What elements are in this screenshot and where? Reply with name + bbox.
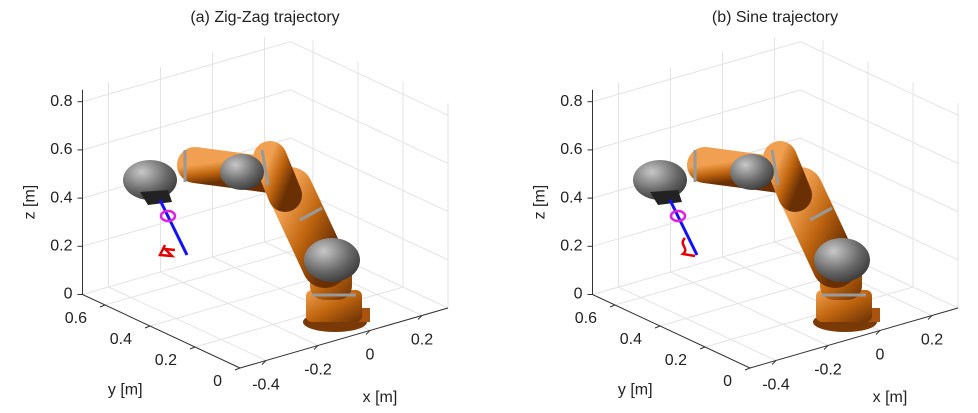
y-tick [190,347,195,349]
axes: -0.4 -0.2 0 0.2 0 0.2 0.4 0.6 0 0.2 0.4 0.6 0.8 x [m]… [22,9,448,406]
y-tick-label: 0.4 [620,331,642,348]
y-tick [655,326,660,328]
y-axis-label: y [m] [618,381,653,398]
grid-line [619,82,777,360]
z-tick-label: 0.2 [560,238,582,255]
trajectory [160,245,175,256]
x-tick-label: 0 [366,347,375,364]
z-axis-label: z [m] [22,185,39,220]
y-tick-label: 0.6 [575,310,597,327]
y-tick [145,326,150,328]
chart-title: (b) Sine trajectory [712,9,838,26]
y-tick [100,305,105,307]
y-tick [235,368,240,370]
x-tick-label: 0 [876,347,885,364]
y-axis-label: y [m] [108,381,143,398]
y-tick [745,368,750,370]
y-tick-label: 0 [723,373,732,390]
x-axis-label: x [m] [873,389,908,406]
x-tick-label: -0.2 [304,362,332,379]
axes: -0.4 -0.2 0 0.2 0 0.2 0.4 0.6 0 0.2 0.4 0.6 0.8 x [m]… [532,9,958,406]
z-tick-label: 0.2 [50,238,72,255]
x-axis-label: x [m] [363,389,398,406]
z-axis-label: z [m] [532,185,549,220]
page: -0.4 -0.2 0 0.2 0 0.2 0.4 0.6 0 0.2 0.4 0.6 0.8 x [m]… [0,0,978,413]
z-tick-label: 0.4 [50,189,72,206]
z-tick-label: 0.6 [50,141,72,158]
grid-line [593,42,959,116]
z-tick-label: 0 [574,286,583,303]
chart-title: (a) Zig-Zag trajectory [190,9,339,26]
z-tick-label: 0 [64,286,73,303]
z-tick-label: 0.8 [560,93,582,110]
y-tick-label: 0.4 [110,331,132,348]
grid-line [593,235,959,309]
x-tick-label: -0.4 [252,377,280,394]
x-tick-label: -0.4 [762,377,790,394]
x-tick-label: -0.2 [814,362,842,379]
z-tick-label: 0.8 [50,93,72,110]
y-tick-label: 0.2 [665,352,687,369]
y-tick [700,347,705,349]
grid-line [109,82,267,360]
x-tick-label: 0.2 [411,332,433,349]
y-tick-label: 0.2 [155,352,177,369]
figure: -0.4 -0.2 0 0.2 0 0.2 0.4 0.6 0 0.2 0.4 0.6 0.8 x [m]… [0,0,978,413]
x-tick-label: 0.2 [921,332,943,349]
y-tick [610,305,615,307]
grid-line [83,235,449,309]
grid-line [83,42,449,116]
z-tick-label: 0.6 [560,141,582,158]
z-tick-label: 0.4 [560,189,582,206]
y-tick-label: 0 [213,373,222,390]
y-tick-label: 0.6 [65,310,87,327]
